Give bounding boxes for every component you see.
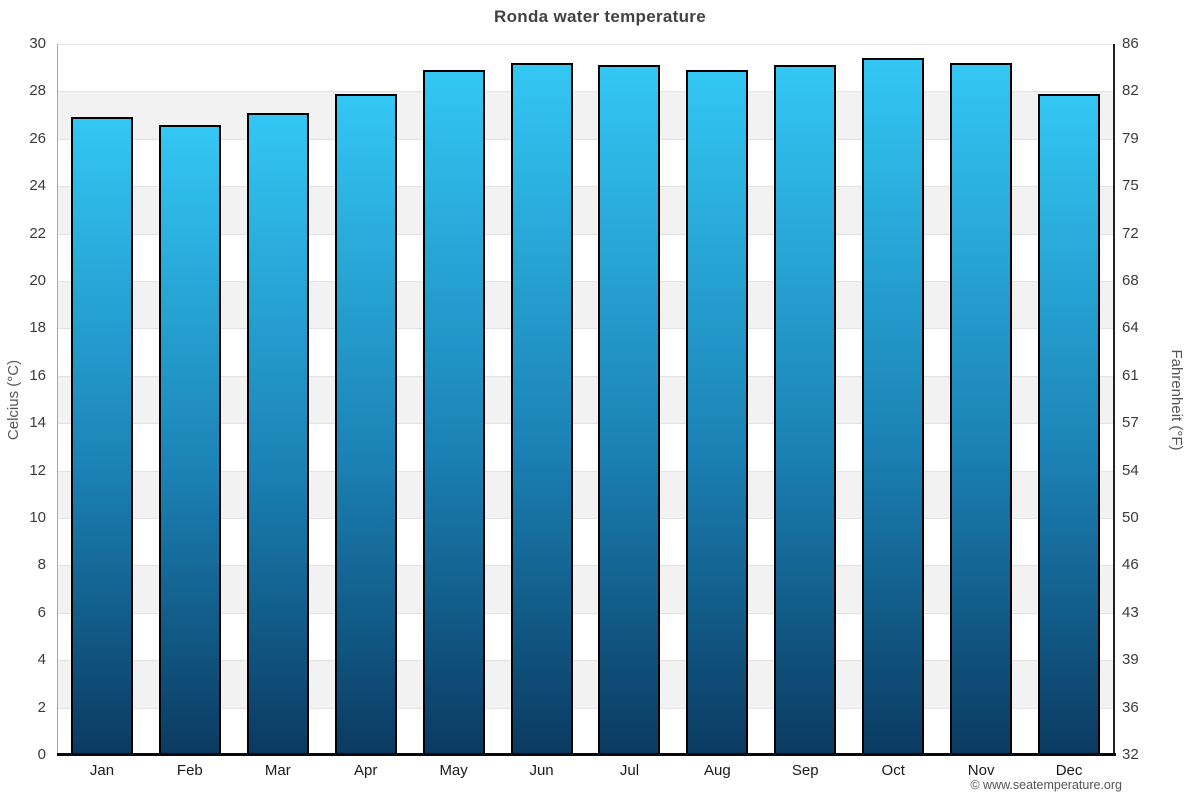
bar-jun <box>510 62 573 755</box>
background-band <box>58 138 1113 187</box>
background-band <box>58 612 1113 661</box>
background-band <box>58 186 1113 234</box>
fahrenheit-tick-68: 68 <box>1122 272 1139 289</box>
gridline-14 <box>58 423 1113 424</box>
gridline-12 <box>58 471 1113 472</box>
gridline-20 <box>58 281 1113 282</box>
celsius-tick-4: 4 <box>37 651 46 669</box>
background-band <box>58 470 1113 518</box>
fahrenheit-tick-43: 43 <box>1122 603 1139 621</box>
plot-area <box>58 44 1113 755</box>
copyright-credit: © www.seatemperature.org <box>970 778 1122 792</box>
fahrenheit-tick-79: 79 <box>1122 129 1139 147</box>
month-label-oct: Oct <box>881 762 905 779</box>
background-band <box>58 660 1113 708</box>
bar-mar <box>246 112 309 755</box>
background-band <box>58 707 1113 755</box>
gridline-30 <box>58 44 1113 45</box>
background-band <box>58 375 1113 424</box>
fahrenheit-tick-46: 46 <box>1122 556 1139 574</box>
celsius-tick-16: 16 <box>29 366 46 384</box>
celsius-tick-0: 0 <box>37 746 46 763</box>
background-band <box>58 518 1113 566</box>
month-label-aug: Aug <box>704 762 731 779</box>
x-axis-line <box>57 753 1116 756</box>
celsius-tick-26: 26 <box>29 129 46 147</box>
celsius-axis-line <box>57 44 58 755</box>
gridline-8 <box>58 565 1113 566</box>
bar-nov <box>950 62 1013 755</box>
gridline-2 <box>58 708 1113 709</box>
bar-sep <box>774 65 837 755</box>
background-band <box>58 44 1113 92</box>
background-band <box>58 565 1113 613</box>
fahrenheit-tick-75: 75 <box>1122 177 1139 195</box>
month-label-nov: Nov <box>967 762 995 779</box>
gridline-18 <box>58 328 1113 329</box>
bar-jul <box>598 65 661 755</box>
month-label-dec: Dec <box>1055 762 1083 779</box>
celsius-tick-30: 30 <box>29 35 46 52</box>
bar-jan <box>70 117 133 755</box>
bar-may <box>422 70 485 755</box>
fahrenheit-tick-64: 64 <box>1122 319 1139 337</box>
month-label-jul: Jul <box>619 762 640 779</box>
fahrenheit-tick-72: 72 <box>1122 224 1139 242</box>
fahrenheit-tick-57: 57 <box>1122 414 1139 432</box>
chart-title: Ronda water temperature <box>494 7 706 26</box>
bar-feb <box>158 124 221 755</box>
celsius-tick-12: 12 <box>29 461 46 479</box>
gridline-22 <box>58 234 1113 235</box>
fahrenheit-tick-61: 61 <box>1122 366 1139 384</box>
fahrenheit-axis-line <box>1113 44 1115 755</box>
month-label-sep: Sep <box>791 762 819 779</box>
celsius-tick-2: 2 <box>37 698 46 716</box>
fahrenheit-tick-32: 32 <box>1122 746 1139 763</box>
month-label-may: May <box>439 762 468 779</box>
month-label-apr: Apr <box>354 762 378 779</box>
fahrenheit-tick-50: 50 <box>1122 509 1139 526</box>
gridline-24 <box>58 186 1113 187</box>
celsius-tick-20: 20 <box>29 272 46 289</box>
gridline-10 <box>58 518 1113 519</box>
celsius-tick-8: 8 <box>37 556 46 574</box>
bar-aug <box>686 70 749 755</box>
background-band <box>58 91 1113 139</box>
celsius-tick-6: 6 <box>37 603 46 621</box>
celsius-tick-22: 22 <box>29 224 46 242</box>
fahrenheit-tick-82: 82 <box>1122 82 1139 100</box>
month-label-jan: Jan <box>89 762 115 779</box>
background-band <box>58 423 1113 471</box>
background-band <box>58 281 1113 329</box>
fahrenheit-tick-39: 39 <box>1122 651 1139 669</box>
celsius-axis-title: Celcius (°C) <box>5 359 22 441</box>
gridline-4 <box>58 660 1113 661</box>
fahrenheit-axis-title: Fahrenheit (°F) <box>1168 349 1185 451</box>
month-label-feb: Feb <box>176 762 203 779</box>
celsius-tick-10: 10 <box>29 509 46 526</box>
gridline-6 <box>58 613 1113 614</box>
fahrenheit-tick-86: 86 <box>1122 35 1139 52</box>
background-band <box>58 233 1113 281</box>
month-label-mar: Mar <box>264 762 291 779</box>
celsius-tick-18: 18 <box>29 319 46 337</box>
fahrenheit-tick-36: 36 <box>1122 698 1139 716</box>
celsius-tick-24: 24 <box>29 177 46 195</box>
bar-dec <box>1038 93 1101 755</box>
gridline-16 <box>58 376 1113 377</box>
background-band <box>58 328 1113 376</box>
celsius-tick-28: 28 <box>29 82 46 100</box>
fahrenheit-tick-54: 54 <box>1122 461 1139 479</box>
bar-oct <box>862 58 925 755</box>
gridline-26 <box>58 139 1113 140</box>
bar-apr <box>334 93 397 755</box>
gridline-28 <box>58 91 1113 92</box>
month-label-jun: Jun <box>529 762 554 779</box>
celsius-tick-14: 14 <box>29 414 46 432</box>
